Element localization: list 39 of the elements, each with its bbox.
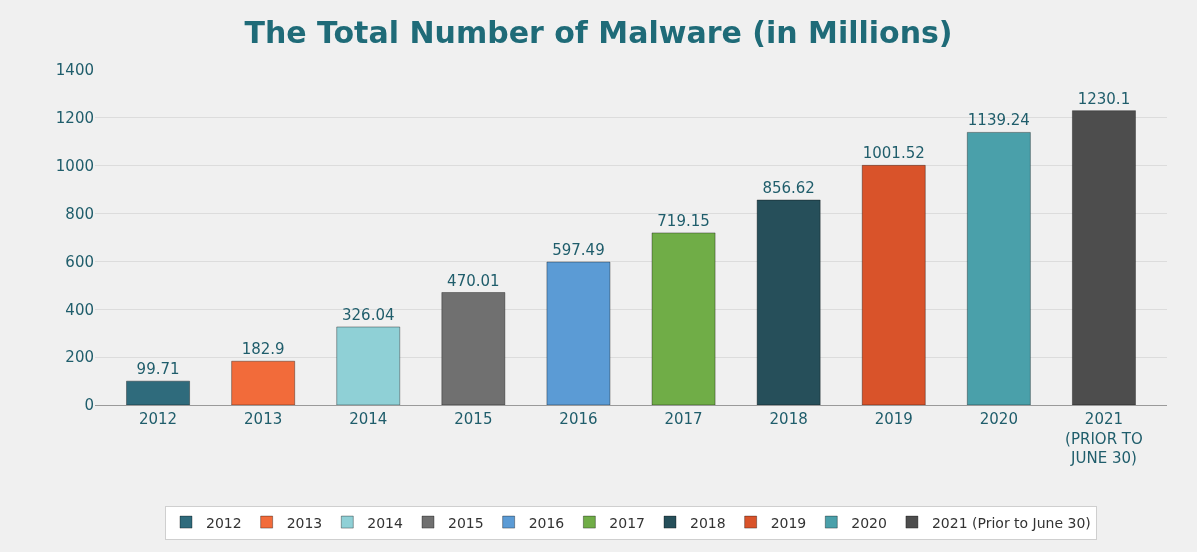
legend-label: 2015 [448,514,484,531]
data-label: 719.15 [657,211,710,230]
x-tick-label: 2014 [349,410,388,428]
data-label: 1230.1 [1077,89,1131,108]
data-label: 1139.24 [967,111,1030,130]
y-tick-label: 600 [65,252,94,271]
legend-label: 2013 [286,514,323,531]
x-tick-label: 2013 [244,410,283,428]
legend-label: 2012 [206,514,242,531]
chart-title: The Total Number of Malware (in Millions) [244,15,953,51]
x-tick-label: 2018 [769,410,808,428]
y-tick-label: 1400 [55,61,94,80]
x-tick-label: 2020 [979,410,1018,428]
x-tick-label: 2012 [138,410,178,428]
data-label: 326.04 [342,305,395,324]
legend-label: 2019 [770,514,807,531]
data-label: 99.71 [136,360,180,379]
y-tick-label: 0 [84,396,94,415]
legend-label: 2017 [609,514,646,531]
data-label: 1001.52 [862,144,925,163]
x-tick-label: 2016 [559,410,598,428]
legend-label: 2014 [367,514,403,531]
y-tick-label: 1000 [55,156,94,175]
x-tick-label: 2021 (PRIOR TO JUNE 30) [1065,410,1143,467]
data-label: 182.9 [241,340,285,359]
data-label: 597.49 [552,241,605,260]
x-tick-label: 2017 [664,410,703,428]
y-tick-label: 800 [65,204,94,223]
legend-label: 2020 [851,514,887,531]
x-tick-label: 2019 [874,410,913,428]
legend-label: 2018 [690,514,726,531]
y-tick-label: 1200 [55,109,94,128]
y-tick-label: 400 [65,300,94,319]
y-tick-label: 200 [65,348,94,367]
legend-label: 2021 (Prior to June 30) [931,514,1091,531]
x-tick-label: 2015 [454,410,493,428]
legend-label: 2016 [528,514,565,531]
data-label: 470.01 [447,271,500,290]
data-label: 856.62 [762,179,815,198]
